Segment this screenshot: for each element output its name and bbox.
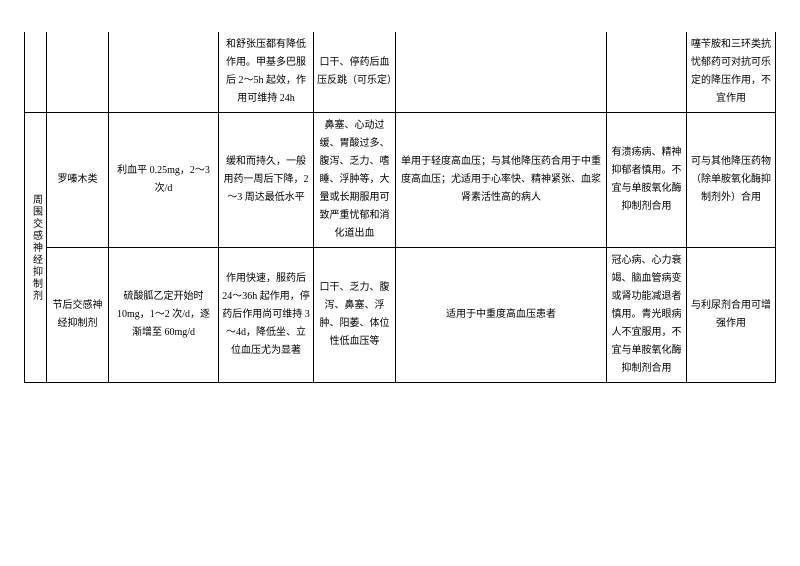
cell-int: 可与其他降压药物（除单胺氧化酶抑制剂外）合用 (687, 113, 776, 248)
cell-subclass: 节后交感神经抑制剂 (47, 248, 109, 383)
cell-ind: 单用于轻度高血压；与其他降压药合用于中重度高血压；尤适用于心率快、精神紧张、血浆… (396, 113, 607, 248)
cell-pre: 有溃疡病、精神抑郁者慎用。不宜与单胺氧化酶抑制剂合用 (607, 113, 687, 248)
cell-mech: 缓和而持久，一般用药一周后下降，2～3 周达最低水平 (219, 113, 314, 248)
cell-sub-cont (47, 32, 109, 113)
cell-subclass: 罗嗪木类 (47, 113, 109, 248)
cell-mech: 作用快速，服药后 24～36h 起作用，停药后作用尚可维持 3～4d，降低坐、立… (219, 248, 314, 383)
cell-ae: 口干、停药后血压反跳（可乐定） (314, 32, 396, 113)
cell-drug: 利血平 0.25mg，2～3 次/d (109, 113, 219, 248)
cell-ind: 适用于中重度高血压患者 (396, 248, 607, 383)
cell-pre: 冠心病、心力衰竭、脑血管病变或肾功能减退者慎用。青光眼病人不宜服用，不宜与单胺氧… (607, 248, 687, 383)
cell-pre (607, 32, 687, 113)
cell-ae: 口干、乏力、腹泻、鼻塞、浮肿、阳萎、体位性低血压等 (314, 248, 396, 383)
table-row: 节后交感神经抑制剂 硫酸胍乙定开始时 10mg，1～2 次/d，逐渐增至 60m… (25, 248, 776, 383)
cell-int: 噻苄胺和三环类抗忧郁药可对抗可乐定的降压作用，不宜作用 (687, 32, 776, 113)
drug-table: 和舒张压都有降低作用。甲基多巴服后 2～5h 起效，作用可维持 24h 口干、停… (24, 32, 776, 383)
cell-drug: 硫酸胍乙定开始时 10mg，1～2 次/d，逐渐增至 60mg/d (109, 248, 219, 383)
cell-ind (396, 32, 607, 113)
table-row: 周围交感神经抑制剂 罗嗪木类 利血平 0.25mg，2～3 次/d 缓和而持久，… (25, 113, 776, 248)
cell-ae: 鼻塞、心动过缓、胃酸过多、腹泻、乏力、嗜睡、浮肿等，大量或长期服用可致严重忧郁和… (314, 113, 396, 248)
cell-drug-cont (109, 32, 219, 113)
table-row: 和舒张压都有降低作用。甲基多巴服后 2～5h 起效，作用可维持 24h 口干、停… (25, 32, 776, 113)
cell-int: 与利尿剂合用可增强作用 (687, 248, 776, 383)
cell-mech: 和舒张压都有降低作用。甲基多巴服后 2～5h 起效，作用可维持 24h (219, 32, 314, 113)
cell-cat-cont (25, 32, 47, 113)
cell-category: 周围交感神经抑制剂 (25, 113, 47, 383)
